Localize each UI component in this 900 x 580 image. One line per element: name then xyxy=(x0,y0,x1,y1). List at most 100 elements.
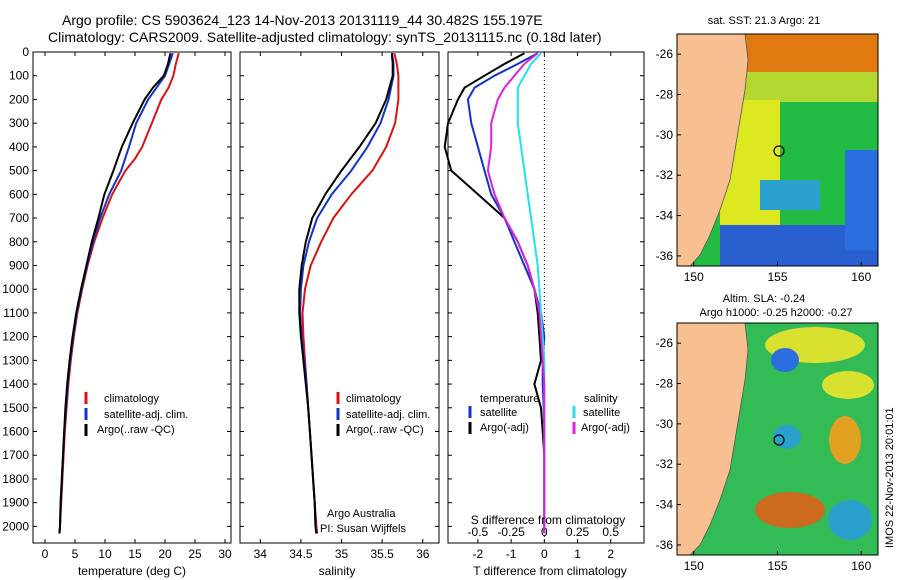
map-y-tick-label: -26 xyxy=(656,336,674,350)
x-tick-label: 25 xyxy=(188,547,202,561)
sla-high-eddy-east xyxy=(829,416,861,464)
sla-yellow-patch-mid xyxy=(822,371,874,399)
sst-warm-patch xyxy=(740,34,878,72)
x-tick-label: 34.5 xyxy=(289,547,313,561)
sla-map xyxy=(677,323,878,555)
credit-line-1: Argo Australia xyxy=(327,508,396,520)
imos-stamp: IMOS 22-Nov-2013 20:01:01 xyxy=(884,407,896,548)
y-tick-label: 600 xyxy=(9,187,29,201)
legend-heading-temperature: temperature xyxy=(480,393,539,405)
y-tick-label: 700 xyxy=(9,211,29,225)
temperature-legend: climatology satellite-adj. clim. Argo(..… xyxy=(84,392,188,436)
y-tick-label: 1200 xyxy=(2,330,29,344)
sst-map-ticks: 150 155 160 -26 -28 -30 -32 -34 -36 xyxy=(656,47,872,284)
legend-label-satellite: satellite-adj. clim. xyxy=(104,409,188,421)
sla-low-eddy-mid xyxy=(773,425,801,449)
x-tick-label: 10 xyxy=(98,547,112,561)
sst-map-title: sat. SST: 21.3 Argo: 21 xyxy=(708,15,821,27)
sst-map xyxy=(677,34,878,266)
x-tick-label: -2 xyxy=(473,547,484,561)
legend-label-climatology: climatology xyxy=(104,393,160,405)
map-x-tick-label: 160 xyxy=(851,270,871,284)
x-tick-label: 30 xyxy=(218,547,232,561)
x-tick-label: 2 xyxy=(607,547,614,561)
map-y-tick-label: -32 xyxy=(656,457,674,471)
difference-top-title: S difference from climatology xyxy=(471,513,626,527)
y-tick-label: 1800 xyxy=(2,472,29,486)
temperature-xlabel: temperature (deg C) xyxy=(78,564,186,578)
y-tick-label: 1500 xyxy=(2,401,29,415)
sst-east-cool xyxy=(845,150,878,250)
x-tick-label: 0 xyxy=(541,547,548,561)
map-y-tick-label: -30 xyxy=(656,128,674,142)
y-tick-label: 1600 xyxy=(2,425,29,439)
legend-label-t-satellite: satellite xyxy=(480,407,517,419)
salinity-plot: 34 34.5 35 35.5 36 xyxy=(240,51,439,561)
salinity-legend: climatology satellite-adj. clim. Argo(..… xyxy=(320,392,430,535)
y-tick-label: 1300 xyxy=(2,353,29,367)
y-tick-label: 0 xyxy=(22,45,29,59)
series-line xyxy=(486,52,546,534)
y-tick-label: 1900 xyxy=(2,496,29,510)
sla-map-title-line-2: Argo h1000: -0.25 h2000: -0.27 xyxy=(700,307,853,319)
map-x-tick-label: 155 xyxy=(767,270,787,284)
temperature-plot: 0 100 200 300 400 500 600 700 800 900 1000 1100 1200… xyxy=(2,45,232,561)
legend-label-argo: Argo(..raw -QC) xyxy=(97,424,175,436)
y-tick-label: 100 xyxy=(9,69,29,83)
x-tick-label: -1 xyxy=(506,547,517,561)
series-line xyxy=(298,53,394,534)
argo-location-marker xyxy=(773,434,785,446)
y-tick-label: 500 xyxy=(9,164,29,178)
sla-map-ticks: 150 155 160 -26 -28 -30 -32 -34 -36 xyxy=(656,336,872,573)
y-tick-label: 1400 xyxy=(2,377,29,391)
x-tick-label: 34 xyxy=(254,547,268,561)
map-y-tick-label: -30 xyxy=(656,417,674,431)
top-tick-label: -0.5 xyxy=(468,525,489,539)
y-tick-label: 200 xyxy=(9,92,29,106)
legend-label-s-argo: Argo(-adj) xyxy=(581,422,630,434)
salinity-xlabel: salinity xyxy=(319,564,356,578)
y-tick-label: 1100 xyxy=(3,306,29,320)
legend-label-satellite: satellite-adj. clim. xyxy=(346,409,430,421)
x-tick-label: 5 xyxy=(72,547,79,561)
legend-label-s-satellite: satellite xyxy=(583,407,620,419)
legend-label-argo: Argo(..raw -QC) xyxy=(346,424,424,436)
x-tick-label: 36 xyxy=(416,547,430,561)
legend-label-climatology: climatology xyxy=(346,393,402,405)
sla-low-eddy-north xyxy=(771,348,799,372)
map-y-tick-label: -34 xyxy=(656,498,674,512)
map-y-tick-label: -36 xyxy=(656,538,674,552)
map-y-tick-label: -28 xyxy=(656,377,674,391)
sst-cool-patch xyxy=(760,180,820,210)
salinity-axes xyxy=(239,51,440,544)
y-tick-label: 1700 xyxy=(2,448,29,462)
sla-low-eddy-south xyxy=(828,500,872,540)
sla-high-eddy-south xyxy=(755,492,825,528)
header-line-1: Argo profile: CS 5903624_123 14-Nov-2013… xyxy=(62,12,543,28)
top-tick-label: 0.25 xyxy=(566,525,590,539)
x-tick-label: 20 xyxy=(158,547,172,561)
difference-xlabel: T difference from climatology xyxy=(473,564,627,578)
y-tick-label: 800 xyxy=(9,235,29,249)
x-tick-label: 35 xyxy=(335,547,349,561)
map-y-tick-label: -32 xyxy=(656,168,674,182)
x-tick-label: 15 xyxy=(128,547,142,561)
y-tick-label: 2000 xyxy=(2,519,29,533)
y-tick-label: 400 xyxy=(9,140,29,154)
credit-line-2: PI: Susan Wijffels xyxy=(320,523,406,535)
map-x-tick-label: 160 xyxy=(851,559,871,573)
header-line-2: Climatology: CARS2009. Satellite-adjuste… xyxy=(48,29,602,45)
map-x-tick-label: 155 xyxy=(767,559,787,573)
y-tick-label: 300 xyxy=(9,116,29,130)
difference-axes xyxy=(447,51,645,544)
argo-location-marker xyxy=(773,145,785,157)
y-tick-label: 1000 xyxy=(2,282,29,296)
map-x-tick-label: 150 xyxy=(684,270,704,284)
y-tick-label: 900 xyxy=(9,258,29,272)
map-y-tick-label: -26 xyxy=(656,47,674,61)
sst-land xyxy=(677,34,749,266)
x-tick-label: 35.5 xyxy=(370,547,394,561)
legend-label-t-argo: Argo(-adj) xyxy=(480,422,529,434)
